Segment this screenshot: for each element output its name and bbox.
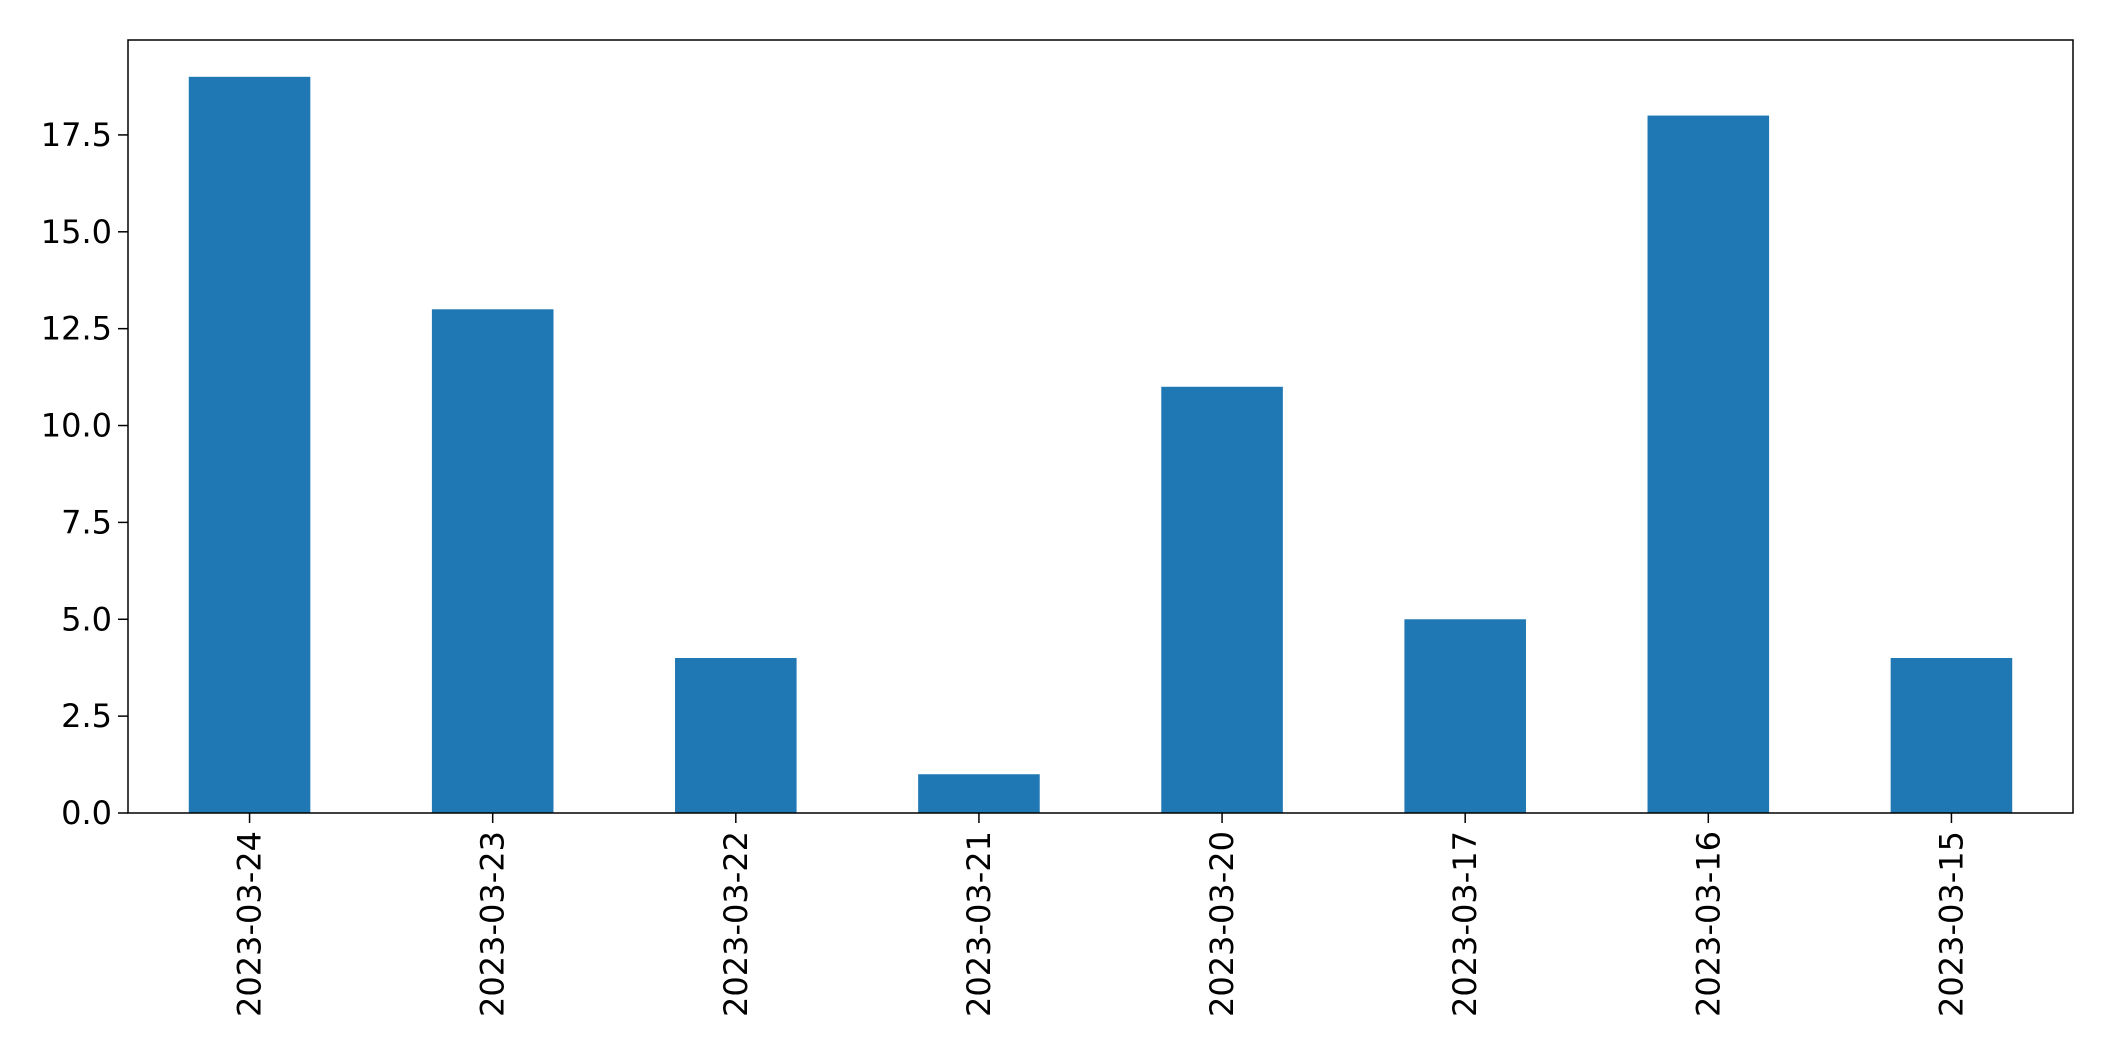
plot-frame [127,39,2074,814]
bar-2023-03-24 [188,76,311,813]
x-tick-label: 2023-03-16 [1689,831,1727,1017]
bars-layer [188,76,2013,813]
y-tick-label: 17.5 [41,116,112,154]
y-tick-label: 12.5 [41,310,112,348]
y-tick-label: 15.0 [41,213,112,251]
x-tick-label: 2023-03-17 [1446,831,1484,1017]
bar-2023-03-23 [431,309,554,813]
bar-2023-03-16 [1647,115,1770,813]
x-tick-label: 2023-03-23 [474,831,512,1017]
bar-2023-03-17 [1404,619,1526,813]
bar-2023-03-21 [918,774,1040,813]
bar-2023-03-15 [1890,658,2013,813]
x-tick-label: 2023-03-22 [717,831,755,1017]
y-tick-label: 7.5 [61,503,112,541]
bar-2023-03-20 [1161,386,1283,813]
x-tick-label: 2023-03-20 [1203,831,1241,1017]
y-tick-label: 10.0 [41,407,112,445]
y-tick-label: 5.0 [61,600,112,638]
x-tick-label: 2023-03-21 [960,831,998,1017]
y-tick-label: 2.5 [61,697,112,735]
x-tick-label: 2023-03-15 [1932,831,1970,1017]
bar-2023-03-22 [675,658,797,813]
x-axis: 2023-03-24 2023-03-23 2023-03-22 2023-03-21… [231,813,1970,1017]
y-axis: 0.0 2.5 5.0 7.5 10.0 12.5 15.0 17.5 [41,116,128,832]
x-tick-label: 2023-03-24 [231,831,269,1017]
y-tick-label: 0.0 [61,794,112,832]
